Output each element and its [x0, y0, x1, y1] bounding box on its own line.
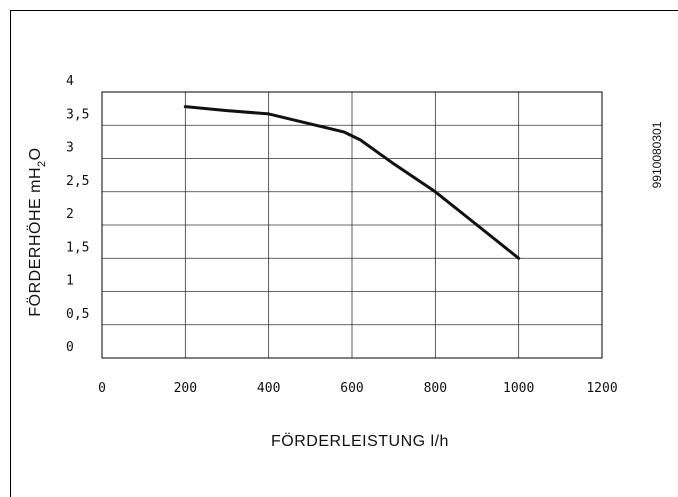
x-tick-label-2: 400: [257, 381, 280, 396]
pump-curve-line: [183, 105, 521, 260]
y-axis-label-subscript: 2: [36, 160, 48, 167]
y-tick-label-7: 3,5: [66, 107, 89, 122]
y-axis-label-main: FÖRDERHÖHE mH: [26, 167, 44, 317]
x-tick-label-6: 1200: [586, 381, 617, 396]
y-tick-label-6: 3: [66, 141, 74, 156]
y-tick-label-3: 1,5: [66, 240, 89, 255]
x-tick-label-5: 1000: [503, 381, 534, 396]
y-tick-label-4: 2: [66, 207, 74, 222]
chart-frame: [10, 10, 678, 497]
y-tick-labels: 0 0,5 1 1,5 2 2,5 3 3,5 4: [66, 74, 89, 355]
plot-border: [101, 91, 603, 359]
y-tick-label-8: 4: [66, 74, 74, 89]
y-tick-label-5: 2,5: [66, 174, 89, 189]
grid: [102, 92, 602, 358]
y-tick-label-0: 0: [66, 340, 74, 355]
x-axis-label: FÖRDERLEISTUNG l/h: [271, 432, 449, 450]
x-tick-label-4: 800: [424, 381, 447, 396]
x-tick-labels: 0 200 400 600 800 1000 1200: [98, 381, 618, 396]
document-code: 9910080301: [650, 121, 664, 188]
y-axis-label-end: O: [27, 147, 44, 160]
y-tick-label-1: 0,5: [66, 307, 89, 322]
y-tick-label-2: 1: [66, 274, 74, 289]
x-tick-label-0: 0: [98, 381, 106, 396]
x-tick-label-1: 200: [174, 381, 197, 396]
x-tick-label-3: 600: [340, 381, 363, 396]
y-axis-label: FÖRDERHÖHE mH2O: [26, 147, 48, 316]
